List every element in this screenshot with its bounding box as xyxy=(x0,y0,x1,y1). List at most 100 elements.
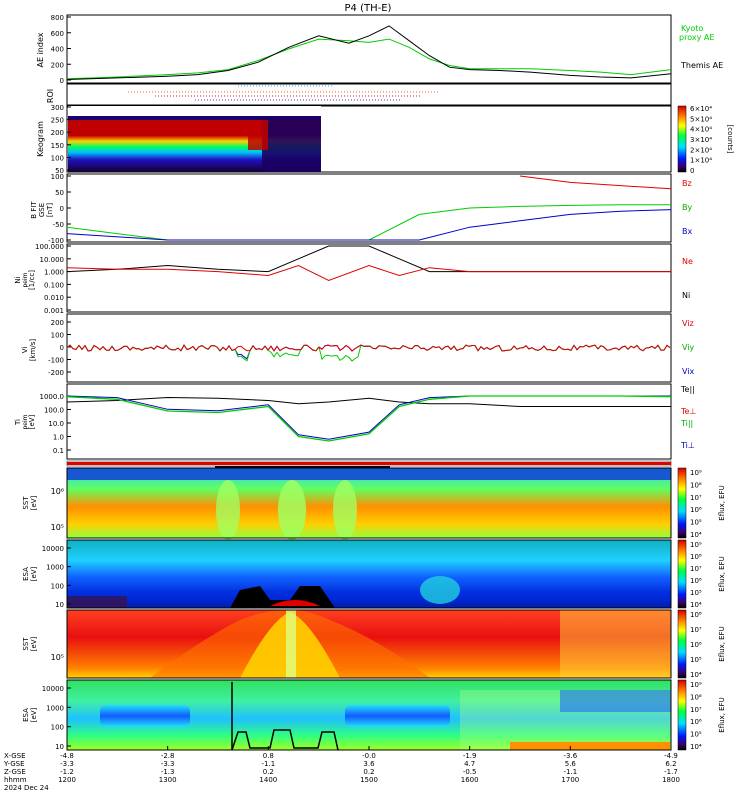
colorbar-tick-label: 4×10⁴ xyxy=(690,126,712,134)
esa-e-colorbar xyxy=(677,539,687,609)
colorbar-tick-label: 10⁵ xyxy=(690,731,702,739)
row-label-ygse: Y-GSE xyxy=(3,760,25,768)
colorbar-tick-label: 10⁵ xyxy=(690,656,702,664)
ygse-value: -3.3 xyxy=(60,760,74,768)
sst-e-colorbar-label: Eflux, EFU xyxy=(718,485,726,520)
xgse-value: -1.9 xyxy=(463,752,477,760)
ytick-label: -50 xyxy=(53,221,64,229)
ytick-label: 0.001 xyxy=(44,307,64,315)
sst-i-ylabel-1: SST xyxy=(22,637,30,651)
colorbar-tick-label: 10⁴ xyxy=(690,531,702,539)
xgse-value: -2.8 xyxy=(161,752,175,760)
row-label-xgse: X-GSE xyxy=(4,752,26,760)
keogram-yticks: 300 250 200 150 100 50 xyxy=(51,104,71,175)
ygse-value: 6.2 xyxy=(665,760,676,768)
esa-e-ylabel-1: ESA xyxy=(22,567,30,581)
colorbar-tick-label: 10⁶ xyxy=(690,577,702,585)
zgse-value: -1.3 xyxy=(161,768,175,776)
viz-line xyxy=(66,344,671,352)
ae-ylabel: AE index xyxy=(36,32,45,67)
temperature-yticks: 1000.0 100.0 10.0 1.0 0.1 xyxy=(40,393,71,455)
legend-kyoto: Kyoto xyxy=(681,24,703,33)
keogram-panel: Keogram 300 250 200 150 100 50 6×10⁴ 5×10⁴ 4×10… xyxy=(36,104,734,175)
ytick-label: 100 xyxy=(51,154,64,162)
keogram-colorbar xyxy=(677,105,687,173)
xtick-label: 1700 xyxy=(561,776,579,784)
keogram-colorbar-label: [counts] xyxy=(726,125,734,154)
bx-line xyxy=(66,209,672,241)
ytick-label: 10 xyxy=(55,743,64,751)
colorbar-tick-label: 10⁴ xyxy=(690,743,702,751)
velocity-ylabel-2: [km/s] xyxy=(29,339,37,362)
colorbar-tick-label: 10⁹ xyxy=(690,541,702,549)
ae-panel: AE index 800 600 400 200 0 Kyoto proxy AE Th… xyxy=(36,14,723,85)
legend-ni: Ni xyxy=(682,291,690,300)
legend-bx: Bx xyxy=(682,227,692,236)
keogram-ylabel: Keogram xyxy=(36,121,45,157)
esa-e-ylabel-2: [eV] xyxy=(30,566,38,581)
roi-panel: ROI xyxy=(46,83,672,106)
ni-line xyxy=(66,245,671,273)
row-label-date: 2024 Dec 24 xyxy=(4,784,49,792)
sst-i-colorbar xyxy=(677,609,687,679)
xtick-label: 1800 xyxy=(662,776,680,784)
colorbar-tick-label: 10⁷ xyxy=(690,626,702,634)
ytick-label: 1000 xyxy=(46,564,64,572)
bfield-ylabel-1: B FIT xyxy=(30,201,38,219)
zgse-value: -1.7 xyxy=(664,768,678,776)
ytick-label: 100.000 xyxy=(35,243,64,251)
ytick-label: 10000 xyxy=(42,685,64,693)
esa-i-colorbar xyxy=(677,679,687,751)
zgse-value: -0.5 xyxy=(463,768,477,776)
ytick-label: 300 xyxy=(51,104,64,112)
ytick-label: 0.010 xyxy=(44,294,64,302)
te-line xyxy=(66,396,671,407)
ytick-label: 250 xyxy=(51,117,64,125)
colorbar-tick-label: 2×10⁴ xyxy=(690,146,712,154)
colorbar-tick-label: 10⁷ xyxy=(690,706,702,714)
xgse-value: -4.9 xyxy=(664,752,678,760)
ae-yticks: 800 600 400 200 0 xyxy=(51,14,71,85)
esa-e-colorbar-label: Eflux, EFU xyxy=(718,556,726,591)
velocity-panel: Vi [km/s] 200 100 0 -100 -200 Viz Viy Vix xyxy=(21,313,695,383)
xtick-label: 1600 xyxy=(461,776,479,784)
colorbar-tick-label: 10⁷ xyxy=(690,565,702,573)
colorbar-tick-label: 10⁴ xyxy=(690,671,702,679)
ytick-label: 50 xyxy=(55,167,64,175)
legend-viz: Viz xyxy=(682,319,694,328)
sst-e-colorbar xyxy=(677,467,687,539)
ygse-value: -1.1 xyxy=(261,760,275,768)
sst-electron-panel: SST [eV] 10⁶ 10⁵ 10⁹ 10⁸ 10⁷ 10⁶ 10⁵ 10⁴ Eflu… xyxy=(22,467,726,540)
ytick-label: 10000 xyxy=(42,545,64,553)
esa-e-colorbar-ticks: 10⁹ 10⁸ 10⁷ 10⁶ 10⁵ 10⁴ xyxy=(690,541,702,609)
ytick-label: 0.1 xyxy=(53,447,64,455)
colorbar-tick-label: 10⁸ xyxy=(690,611,702,619)
ytick-label: 1000.0 xyxy=(40,393,65,401)
ti-perp-line xyxy=(66,395,671,440)
xtick-label: 1300 xyxy=(159,776,177,784)
legend-te-perp: Te⊥ xyxy=(680,407,696,416)
xgse-value: -0.0 xyxy=(362,752,376,760)
ytick-label: 0 xyxy=(60,77,64,85)
roi-ylabel: ROI xyxy=(46,89,55,103)
colorbar-tick-label: 0 xyxy=(690,167,694,175)
esa-i-ylabel-1: ESA xyxy=(22,708,30,722)
ytick-label: -100 xyxy=(48,237,64,245)
colorbar-tick-label: 5×10⁴ xyxy=(690,115,712,123)
ne-line xyxy=(66,264,671,282)
xgse-value: -3.6 xyxy=(563,752,577,760)
xtick-label: 1500 xyxy=(360,776,378,784)
keogram-colorbar-ticks: 6×10⁴ 5×10⁴ 4×10⁴ 3×10⁴ 2×10⁴ 1×10⁴ 0 xyxy=(690,105,712,175)
ytick-label: 200 xyxy=(51,61,64,69)
colorbar-tick-label: 10⁹ xyxy=(690,469,702,477)
ytick-label: 100 xyxy=(51,724,64,732)
density-ylabel-3: [1/cc] xyxy=(28,270,36,290)
ygse-value: -3.3 xyxy=(161,760,175,768)
colorbar-tick-label: 10⁷ xyxy=(690,494,702,502)
row-label-zgse: Z-GSE xyxy=(4,768,26,776)
sst-i-ytick-1: 10⁵ xyxy=(51,653,64,662)
ytick-label: 1.0 xyxy=(53,434,64,442)
